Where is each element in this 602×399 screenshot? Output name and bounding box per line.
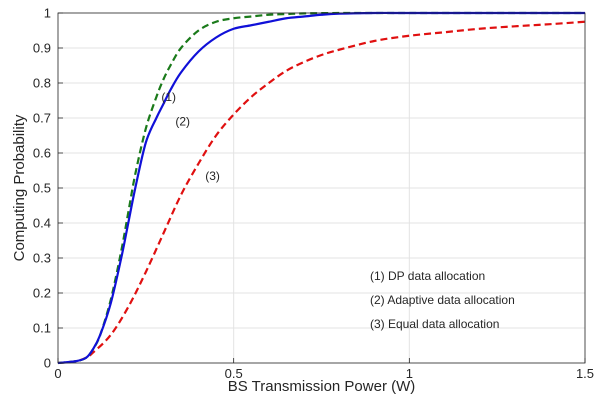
y-tick-label: 0.6: [33, 146, 51, 161]
x-tick-label: 1.5: [576, 366, 594, 381]
series-annotation: (1): [161, 90, 176, 104]
legend-entry: (1) DP data allocation: [370, 269, 485, 283]
y-tick-label: 0.7: [33, 111, 51, 126]
series-line-adaptive: [57, 11, 585, 365]
y-tick-label: 0.5: [33, 181, 51, 196]
y-tick-label: 0.8: [33, 76, 51, 91]
legend: (1) DP data allocation (2) Adaptive data …: [370, 269, 515, 331]
y-tick-label: 0.1: [33, 321, 51, 336]
legend-entry: (3) Equal data allocation: [370, 317, 499, 331]
y-tick-label: 0.9: [33, 41, 51, 56]
series-annotation: (2): [175, 115, 190, 129]
series-annotation: (3): [205, 169, 220, 183]
x-tick-label: 0: [54, 366, 61, 381]
annotations: (1) (2) (3): [161, 90, 220, 183]
x-axis-label: BS Transmission Power (W): [228, 378, 416, 395]
legend-entry: (2) Adaptive data allocation: [370, 293, 515, 307]
y-tick-label: 0.2: [33, 286, 51, 301]
y-tick-label: 0.4: [33, 216, 51, 231]
axis-ticks: 0 0.5 1 1.5 0 0.1 0.2 0.3 0.4 0.5 0.6 0.7 0.8 0.9 1: [33, 6, 594, 382]
y-tick-label: 1: [44, 6, 51, 21]
y-tick-label: 0: [44, 356, 51, 371]
series-lines: [57, 11, 586, 365]
y-tick-label: 0.3: [33, 251, 51, 266]
x-tick-label: 1: [406, 366, 413, 381]
x-tick-label: 0.5: [225, 366, 243, 381]
y-axis-label: Computing Probability: [11, 114, 28, 261]
